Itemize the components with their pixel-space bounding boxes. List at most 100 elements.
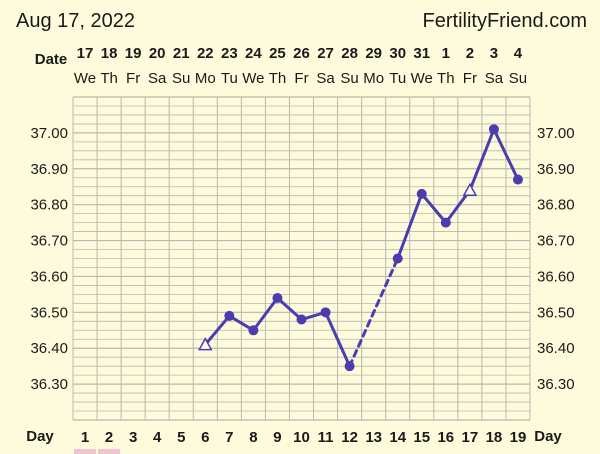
temperature-line-segment xyxy=(396,192,424,260)
cycle-day-number: 18 xyxy=(486,429,503,446)
date-number: 22 xyxy=(197,45,214,62)
weekday-label: Th xyxy=(437,70,455,87)
cycle-day-number: 10 xyxy=(293,429,310,446)
y-tick-label-left: 36.60 xyxy=(30,268,68,285)
temperature-point xyxy=(416,188,427,199)
day-highlight xyxy=(98,449,121,454)
cycle-day-number: 4 xyxy=(153,429,162,446)
date-row-label: Date xyxy=(35,51,68,68)
weekday-label: Tu xyxy=(221,70,238,87)
weekday-label: We xyxy=(74,70,96,87)
cycle-day-number: 13 xyxy=(365,429,382,446)
weekday-label: Sa xyxy=(316,70,335,87)
weekday-label: Fr xyxy=(126,70,140,87)
y-tick-label-left: 36.50 xyxy=(30,304,68,321)
cycle-day-number: 9 xyxy=(273,429,281,446)
weekday-label: Mo xyxy=(195,70,216,87)
temperature-point xyxy=(320,307,331,318)
weekday-label: Fr xyxy=(294,70,308,87)
cycle-day-number: 5 xyxy=(177,429,185,446)
temperature-point xyxy=(296,314,307,325)
temperature-point xyxy=(344,361,355,372)
weekday-label: Mo xyxy=(363,70,384,87)
y-tick-label-right: 36.50 xyxy=(537,304,575,321)
temperature-point-open xyxy=(198,337,213,351)
y-tick-label-right: 36.80 xyxy=(537,197,575,214)
y-tick-label-right: 37.00 xyxy=(537,125,575,142)
cycle-day-number: 2 xyxy=(105,429,113,446)
date-number: 20 xyxy=(149,45,166,62)
weekday-label: Su xyxy=(340,70,358,87)
date-number: 3 xyxy=(490,45,498,62)
y-tick-label-right: 36.60 xyxy=(537,268,575,285)
y-tick-label-right: 36.30 xyxy=(537,376,575,393)
cycle-day-number: 3 xyxy=(129,429,137,446)
date-number: 29 xyxy=(365,45,382,62)
date-number: 30 xyxy=(389,45,406,62)
cycle-day-number: 14 xyxy=(389,429,406,446)
temperature-line-segment xyxy=(275,296,303,322)
weekday-label: Th xyxy=(100,70,118,87)
day-highlight xyxy=(74,449,97,454)
temperature-line-segment xyxy=(468,127,496,192)
weekday-label: Sa xyxy=(148,70,167,87)
date-number: 24 xyxy=(245,45,262,62)
y-tick-label-left: 36.70 xyxy=(30,233,68,250)
y-tick-label-left: 36.80 xyxy=(30,197,68,214)
temperature-point xyxy=(272,292,283,303)
temperature-point xyxy=(488,124,499,135)
cycle-day-number: 7 xyxy=(225,429,233,446)
temperature-line-segment xyxy=(348,257,400,368)
cycle-day-number: 19 xyxy=(510,429,527,446)
day-row-label-right: Day xyxy=(534,428,562,445)
weekday-label: Th xyxy=(269,70,287,87)
chart-date: Aug 17, 2022 xyxy=(16,10,135,32)
temperature-line-segment xyxy=(324,310,352,368)
weekday-label: Fr xyxy=(463,70,477,87)
cycle-day-number: 16 xyxy=(437,429,454,446)
cycle-day-number: 11 xyxy=(318,429,334,446)
y-tick-label-right: 36.40 xyxy=(537,340,575,357)
date-number: 21 xyxy=(173,45,190,62)
y-tick-label-left: 37.00 xyxy=(30,125,68,142)
cycle-day-number: 1 xyxy=(81,429,89,446)
weekday-label: We xyxy=(242,70,264,87)
cycle-day-number: 6 xyxy=(201,429,209,446)
y-tick-label-left: 36.30 xyxy=(30,376,68,393)
cycle-day-number: 15 xyxy=(413,429,430,446)
temperature-line-segment xyxy=(251,296,279,332)
date-number: 19 xyxy=(125,45,142,62)
y-tick-label-left: 36.40 xyxy=(30,340,68,357)
date-number: 31 xyxy=(413,45,430,62)
temperature-line-segment xyxy=(203,314,231,347)
date-number: 26 xyxy=(293,45,310,62)
temperature-point-open xyxy=(462,182,478,197)
temperature-point xyxy=(512,174,523,185)
date-number: 1 xyxy=(442,45,450,62)
temperature-point xyxy=(248,325,259,336)
temperature-point xyxy=(392,253,403,264)
temperature-point xyxy=(440,217,451,228)
weekday-label: Tu xyxy=(389,70,406,87)
temperature-line-segment xyxy=(492,127,520,182)
cycle-day-number: 17 xyxy=(462,429,479,446)
y-tick-label-left: 36.90 xyxy=(30,161,68,178)
date-number: 27 xyxy=(317,45,334,62)
day-row-label-left: Day xyxy=(26,428,54,445)
y-tick-label-right: 36.90 xyxy=(537,161,575,178)
y-tick-label-right: 36.70 xyxy=(537,233,575,250)
weekday-label: Su xyxy=(172,70,190,87)
date-number: 4 xyxy=(514,45,523,62)
weekday-label: We xyxy=(411,70,433,87)
date-number: 28 xyxy=(341,45,358,62)
date-number: 25 xyxy=(269,45,286,62)
date-number: 18 xyxy=(101,45,118,62)
weekday-label: Sa xyxy=(485,70,504,87)
weekday-label: Su xyxy=(509,70,527,87)
cycle-day-number: 12 xyxy=(341,429,358,446)
date-number: 2 xyxy=(466,45,474,62)
date-number: 17 xyxy=(77,45,94,62)
temperature-point xyxy=(224,310,235,321)
